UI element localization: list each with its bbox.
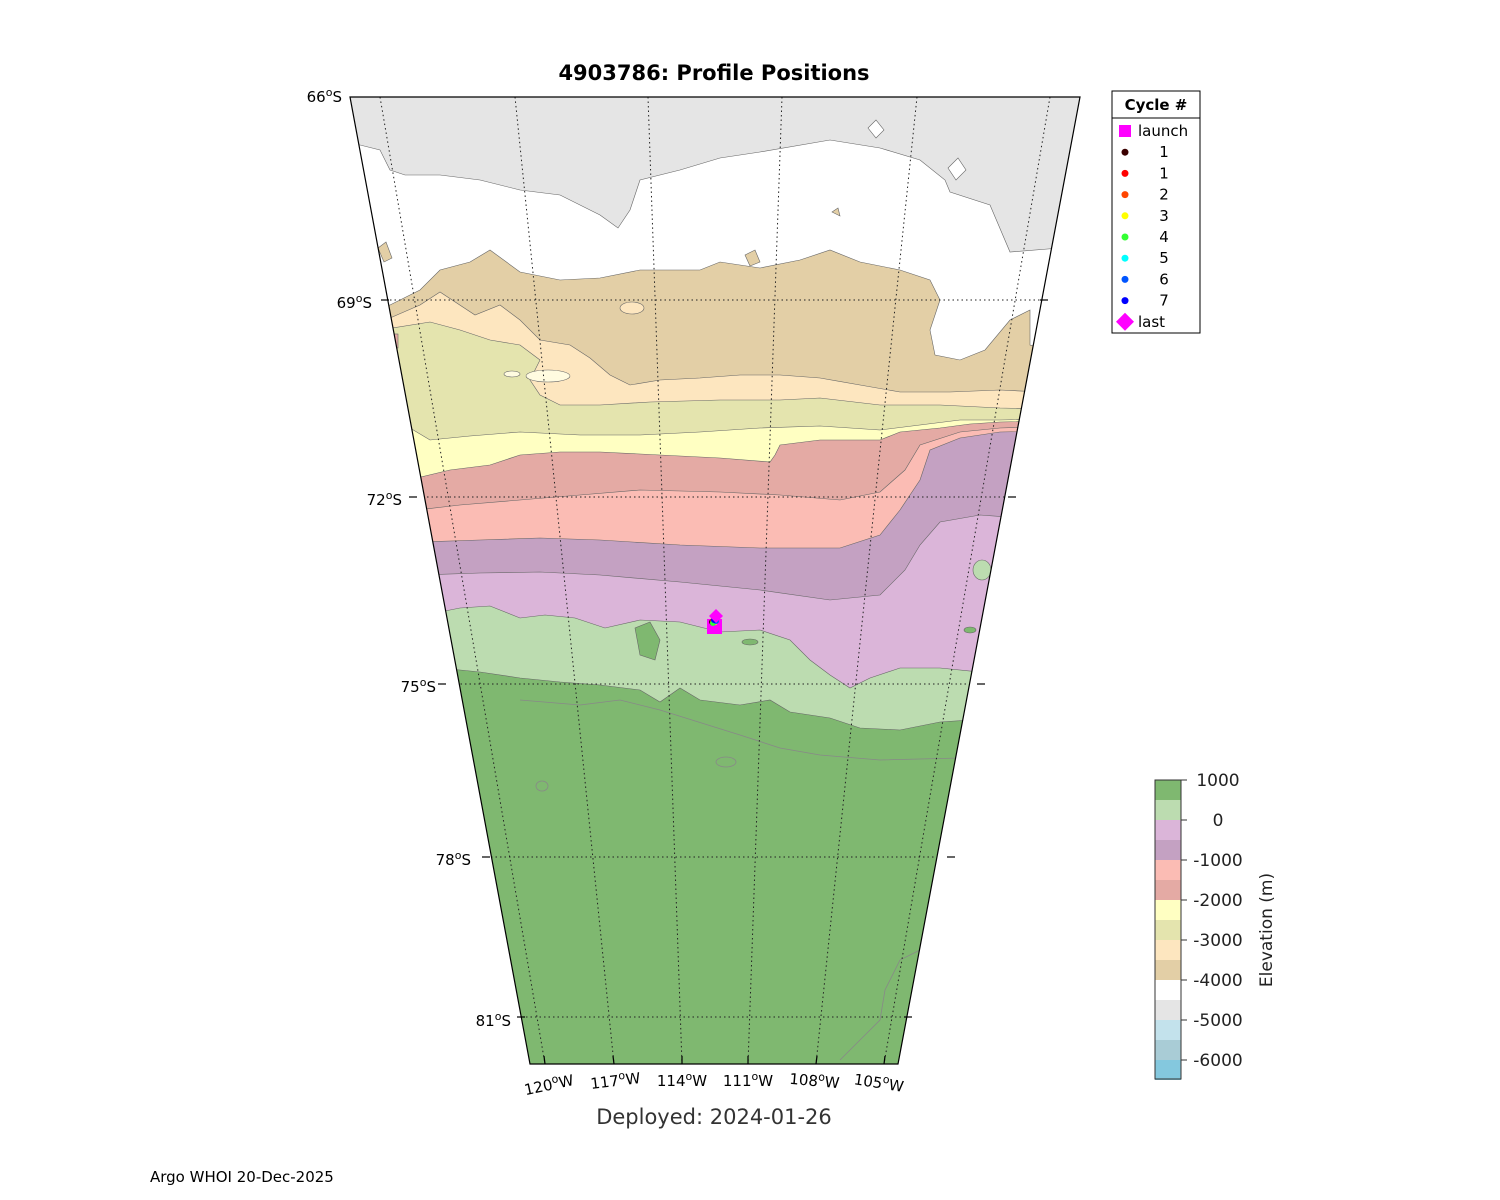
legend-label: 3 <box>1159 207 1169 225</box>
legend-marker <box>1116 312 1134 331</box>
colorbar-tick-label: -6000 <box>1193 1051 1242 1071</box>
legend-marker <box>1121 169 1129 177</box>
colorbar-segment <box>1155 800 1181 820</box>
lat-label-75: 75oS <box>401 676 436 696</box>
longitude-labels: 120oW 117oW 114oW 111oW 108oW 105oW <box>522 1067 906 1099</box>
legend-label: 5 <box>1159 249 1169 267</box>
legend-header: Cycle # <box>1125 96 1188 114</box>
graticule <box>350 97 1080 1064</box>
colorbar-segment <box>1155 820 1181 840</box>
legend-entry: 6 <box>1121 270 1169 288</box>
colorbar-segment <box>1155 900 1181 920</box>
legend-label: 6 <box>1159 270 1169 288</box>
legend-entry: 7 <box>1121 292 1169 310</box>
legend-label: 1 <box>1159 164 1169 182</box>
last-position-marker <box>709 609 723 623</box>
legend-marker <box>1121 233 1129 241</box>
legend-label: 2 <box>1159 186 1169 204</box>
deployed-date: Deployed: 2024-01-26 <box>596 1105 832 1129</box>
legend-label: 1 <box>1159 143 1169 161</box>
colorbar-segment <box>1155 1040 1181 1060</box>
lat-label-81: 81oS <box>476 1010 511 1030</box>
colorbar-segment <box>1155 780 1181 800</box>
lat-label-78: 78oS <box>436 849 471 869</box>
legend-marker <box>1121 191 1129 199</box>
colorbar-tick-label: -3000 <box>1193 931 1242 951</box>
legend-entry: launch <box>1119 122 1188 140</box>
bathymetry-map <box>350 97 1080 1064</box>
lon-label-117: 117oW <box>589 1067 641 1093</box>
legend-marker <box>1121 212 1129 220</box>
colorbar-segment <box>1155 860 1181 880</box>
cycle-legend: Cycle # launch 1 1 2 3 4 5 6 7 last <box>1111 90 1201 334</box>
latitude-labels: 66oS 69oS 72oS 75oS 78oS 81oS <box>307 86 511 1030</box>
lon-label-105: 105oW <box>853 1068 906 1096</box>
legend-label: launch <box>1138 122 1188 140</box>
legend-entry: 1 <box>1121 164 1169 182</box>
colorbar-segment <box>1155 840 1181 860</box>
colorbar-segment <box>1155 980 1181 1000</box>
colorbar-label: Elevation (m) <box>1257 873 1277 987</box>
map-title: 4903786: Profile Positions <box>558 61 869 85</box>
legend-label: 7 <box>1159 292 1169 310</box>
colorbar-tick-label: 0 <box>1213 811 1224 831</box>
colorbar-segment <box>1155 1000 1181 1020</box>
colorbar-segment <box>1155 960 1181 980</box>
legend-label: 4 <box>1159 228 1169 246</box>
colorbar-tick-label: -2000 <box>1193 891 1242 911</box>
lon-label-114: 114oW <box>657 1070 707 1090</box>
legend-entry: 1 <box>1121 143 1169 161</box>
deep-basin-region <box>350 97 1080 253</box>
lon-label-111: 111oW <box>723 1070 773 1090</box>
legend-marker <box>1121 275 1129 283</box>
elevation-colorbar: 1000 0 -1000 -2000 -3000 -4000 -5000 -6000 Elev… <box>1154 771 1277 1080</box>
colorbar-tick-label: -4000 <box>1193 971 1242 991</box>
legend-entry: 4 <box>1121 228 1169 246</box>
lon-label-108: 108oW <box>789 1068 841 1092</box>
legend-entry: 5 <box>1121 249 1169 267</box>
legend-marker <box>1119 125 1131 137</box>
map-frame <box>349 96 1081 1065</box>
antarctic-land-region <box>350 667 1080 1064</box>
lon-label-120: 120oW <box>522 1069 575 1099</box>
lat-label-72: 72oS <box>367 489 402 509</box>
legend-entry: last <box>1116 312 1165 331</box>
legend-marker <box>1121 254 1129 262</box>
colorbar-tick-label: 1000 <box>1196 771 1239 791</box>
lat-label-66: 66oS <box>307 86 342 106</box>
colorbar-segment <box>1155 920 1181 940</box>
legend-entry: 3 <box>1121 207 1169 225</box>
legend-entry: 2 <box>1121 186 1169 204</box>
float-track <box>707 609 723 634</box>
lat-label-69: 69oS <box>337 292 372 312</box>
legend-marker <box>1121 148 1129 156</box>
colorbar-segment <box>1155 940 1181 960</box>
colorbar-segment <box>1155 1060 1181 1080</box>
colorbar-segment <box>1155 880 1181 900</box>
colorbar-tick-label: -1000 <box>1193 851 1242 871</box>
colorbar-tick-label: -5000 <box>1193 1011 1242 1031</box>
colorbar-segment <box>1155 1020 1181 1040</box>
legend-marker <box>1121 297 1129 305</box>
credit-text: Argo WHOI 20-Dec-2025 <box>150 1168 334 1186</box>
legend-label: last <box>1138 313 1165 331</box>
